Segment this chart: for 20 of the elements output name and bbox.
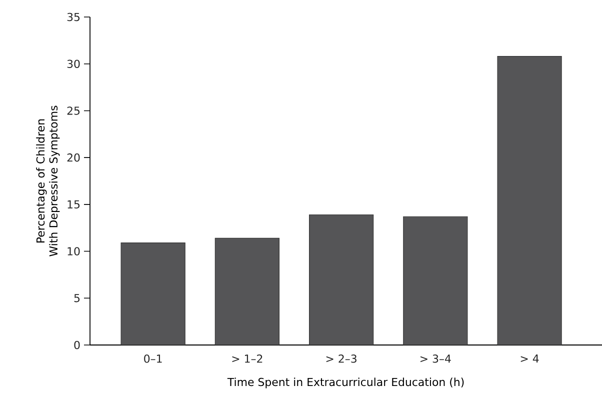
y-tick-label: 25 — [67, 106, 80, 115]
y-tick-label: 35 — [67, 12, 80, 22]
y-tick-label: 10 — [68, 247, 80, 256]
bar — [403, 216, 468, 345]
x-tick-label: > 1–2 — [232, 354, 262, 363]
x-tick-label: 0–1 — [144, 354, 162, 363]
bar — [308, 214, 374, 345]
bar — [497, 56, 562, 345]
bar — [214, 238, 280, 345]
x-tick-label: > 4 — [520, 354, 539, 363]
y-tick-label: 5 — [74, 294, 80, 302]
y-tick-label: 0 — [74, 340, 80, 350]
x-axis-title: Time Spent in Extracurricular Education (h) — [227, 378, 464, 388]
y-tick-label: 15 — [68, 200, 80, 208]
y-tick-label: 30 — [67, 60, 80, 68]
x-tick-label: > 3–4 — [420, 354, 451, 363]
y-tick-label: 20 — [67, 153, 80, 162]
y-axis-title: Percentage of Children With Depressive Symptoms — [36, 106, 60, 256]
bar — [120, 242, 186, 345]
x-tick-label: > 2–3 — [326, 354, 356, 363]
